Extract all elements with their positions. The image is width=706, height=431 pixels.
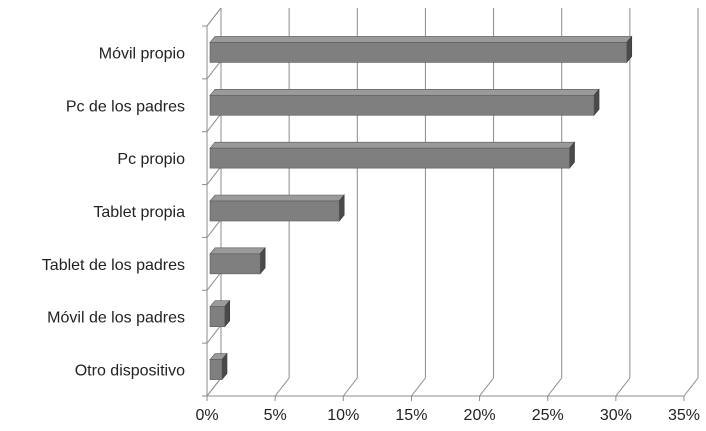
- floor-gridline: [683, 377, 699, 397]
- wall-separator: [206, 166, 222, 185]
- bar: [209, 352, 228, 381]
- wall-separator: [206, 324, 222, 344]
- category-label: Pc de los padres: [66, 98, 185, 115]
- x-tick-label: 25%: [532, 407, 564, 424]
- bar: [209, 194, 345, 222]
- bar: [209, 141, 576, 169]
- bar-front-face: [209, 94, 595, 116]
- wall-separator: [206, 271, 222, 291]
- floor-gridline: [342, 377, 358, 397]
- wall-separator: [206, 113, 222, 133]
- x-tick-label: 0%: [195, 407, 218, 424]
- category-label: Tablet de los padres: [42, 257, 185, 274]
- category-label: Móvil propio: [99, 45, 185, 62]
- floor-gridline: [547, 377, 563, 397]
- category-labels: Móvil propio Pc de los padres Pc propio Tab…: [42, 45, 185, 379]
- category-label: Pc propio: [117, 151, 185, 168]
- bar-top-face: [209, 88, 600, 96]
- floor-gridline: [274, 377, 290, 397]
- x-tick-label: 30%: [600, 407, 632, 424]
- floor-gridline: [479, 377, 494, 397]
- x-tick-label: 35%: [668, 407, 700, 424]
- category-label: Móvil de los padres: [47, 310, 185, 327]
- bar-top-face: [209, 141, 576, 149]
- bar-front-face: [209, 359, 223, 380]
- x-tick-labels: 0% 5% 10% 15% 20% 25% 30% 35%: [195, 407, 700, 424]
- bar-front-face: [209, 42, 628, 63]
- bar-top-face: [209, 36, 633, 43]
- bar: [209, 247, 266, 275]
- x-tick-label: 5%: [264, 407, 287, 424]
- wall-separator: [206, 7, 222, 27]
- bar-top-face: [209, 247, 266, 255]
- bars: [209, 35, 633, 381]
- bar: [209, 88, 600, 117]
- axes: [202, 7, 685, 401]
- category-label: Tablet propia: [93, 204, 185, 221]
- gridlines: [206, 8, 699, 397]
- floor-gridline: [411, 377, 426, 397]
- x-tick-label: 20%: [464, 407, 496, 424]
- bar-front-face: [209, 253, 261, 275]
- bar-front-face: [209, 200, 340, 222]
- bar-top-face: [209, 194, 345, 202]
- bar: [209, 35, 633, 64]
- category-label: Otro dispositivo: [75, 363, 185, 380]
- wall-separator: [206, 377, 222, 397]
- x-tick-label: 15%: [395, 407, 427, 424]
- bar-front-face: [209, 306, 226, 328]
- wall-separator: [206, 60, 222, 80]
- x-tick-label: 10%: [327, 407, 359, 424]
- floor-gridline: [615, 377, 631, 397]
- bar: [209, 299, 231, 328]
- bar-front-face: [209, 147, 570, 169]
- wall-separator: [206, 219, 222, 238]
